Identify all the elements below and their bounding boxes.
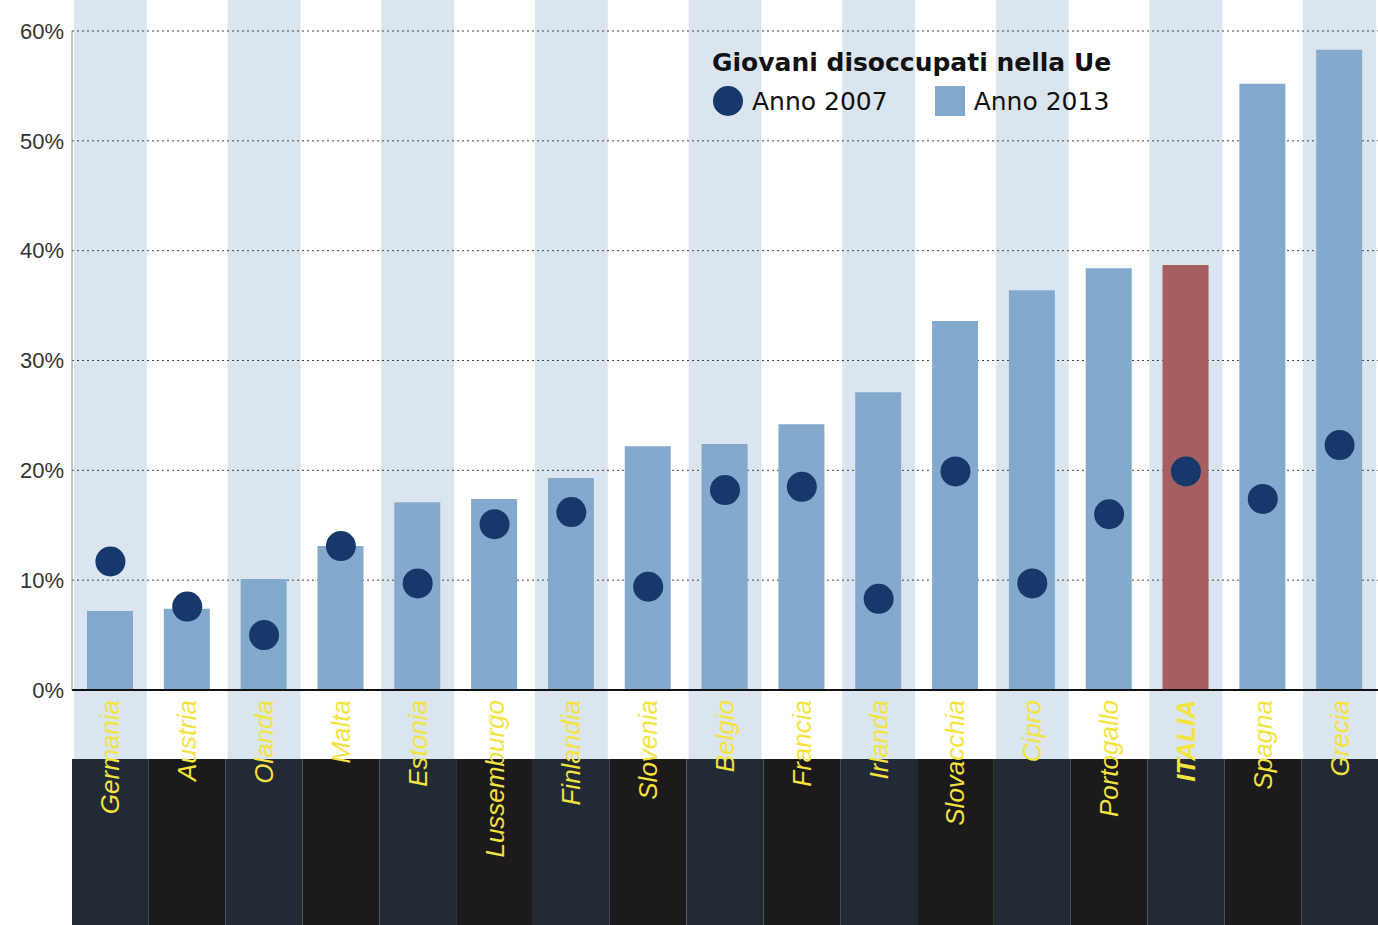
svg-text:Olanda: Olanda xyxy=(249,700,279,784)
svg-text:50%: 50% xyxy=(20,129,64,154)
svg-text:Grecia: Grecia xyxy=(1325,700,1355,777)
svg-text:Germania: Germania xyxy=(95,700,125,814)
svg-text:Lussemburgo: Lussemburgo xyxy=(480,700,510,858)
svg-text:20%: 20% xyxy=(20,458,64,483)
svg-text:Finlandia: Finlandia xyxy=(556,700,586,806)
svg-text:Portogallo: Portogallo xyxy=(1094,700,1124,817)
svg-text:Francia: Francia xyxy=(787,700,817,787)
svg-text:Slovacchia: Slovacchia xyxy=(940,700,970,826)
html-text:Anno 2013: Anno 2013 xyxy=(973,86,1110,116)
svg-text:Irlanda: Irlanda xyxy=(864,700,894,780)
svg-text:Slovenia: Slovenia xyxy=(633,700,663,800)
svg-text:Spagna: Spagna xyxy=(1248,700,1278,790)
svg-text:Malta: Malta xyxy=(326,700,356,764)
svg-text:0%: 0% xyxy=(32,678,64,703)
svg-text:Austria: Austria xyxy=(172,700,202,783)
svg-text:ITALIA: ITALIA xyxy=(1171,700,1201,782)
html-text:Giovani disoccupati nella Ue: Giovani disoccupati nella Ue xyxy=(712,48,1112,77)
svg-text:Estonia: Estonia xyxy=(403,700,433,787)
svg-text:Cipro: Cipro xyxy=(1017,700,1047,762)
svg-text:30%: 30% xyxy=(20,348,64,373)
html-text:Anno 2007: Anno 2007 xyxy=(752,86,888,116)
svg-text:Belgio: Belgio xyxy=(710,700,740,772)
svg-text:10%: 10% xyxy=(20,568,64,593)
svg-text:60%: 60% xyxy=(20,19,64,44)
svg-text:40%: 40% xyxy=(20,238,64,263)
